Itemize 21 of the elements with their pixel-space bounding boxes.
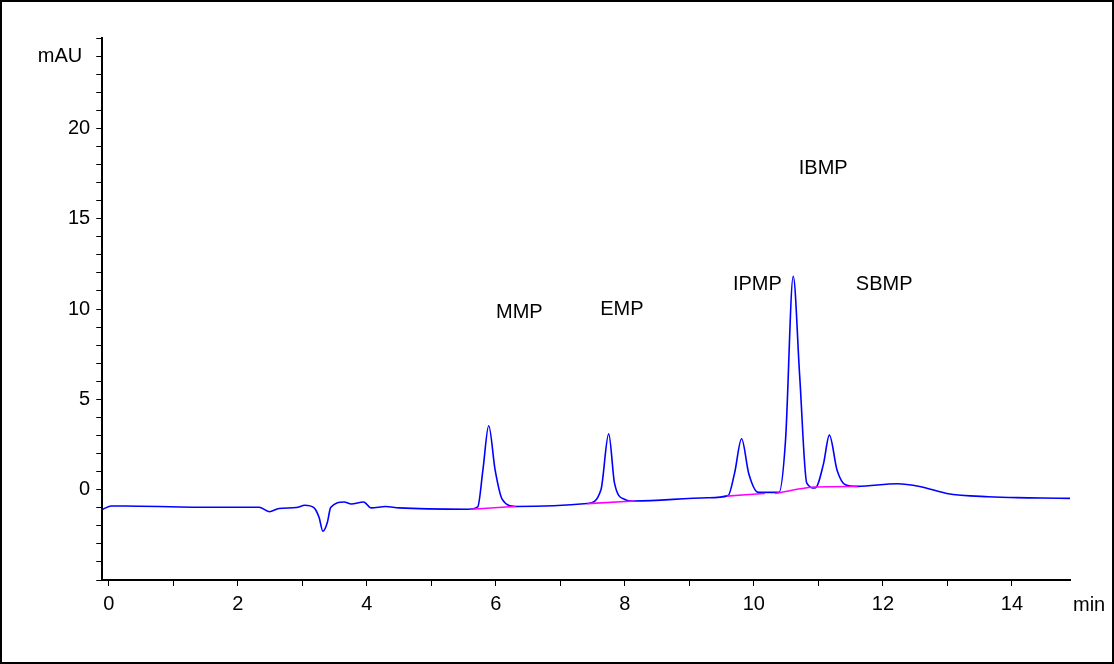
- annotation: SBMP: [855, 272, 913, 295]
- x-tick-label: 10: [742, 591, 765, 614]
- x-tick-label: 0: [103, 591, 115, 614]
- annotation: EMP: [600, 297, 644, 320]
- x-tick-label: 12: [871, 591, 895, 614]
- x-tick-label: 14: [1000, 591, 1024, 614]
- y-tick-label: 5: [79, 386, 91, 409]
- x-tick-label: 8: [619, 591, 631, 614]
- x-tick-label: 6: [490, 591, 502, 614]
- x-axis-title: min: [1073, 592, 1106, 615]
- annotation: IBMP: [798, 156, 848, 179]
- line-series: [102, 275, 1070, 533]
- y-axis-title: mAU: [37, 43, 83, 66]
- annotation: MMP: [496, 299, 543, 322]
- y-tick-label: 0: [79, 477, 91, 500]
- x-tick-label: 2: [232, 591, 244, 614]
- y-tick-label: 15: [68, 206, 91, 229]
- annotation: IPMP: [732, 272, 782, 295]
- x-tick-label: 4: [361, 591, 373, 614]
- y-tick-label: 20: [68, 115, 91, 138]
- y-tick-label: 10: [68, 296, 91, 319]
